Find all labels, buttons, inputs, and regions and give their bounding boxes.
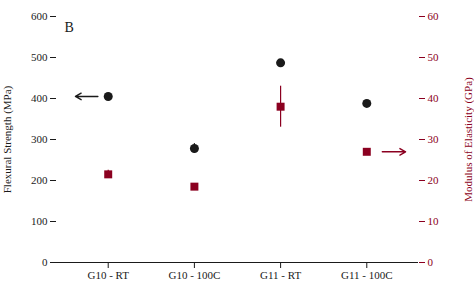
svg-text:Flexural Strength (MPa): Flexural Strength (MPa) <box>1 85 14 193</box>
svg-text:0: 0 <box>428 256 434 268</box>
svg-text:G11 - RT: G11 - RT <box>260 269 301 281</box>
svg-text:10: 10 <box>428 215 440 227</box>
svg-text:400: 400 <box>31 92 48 104</box>
svg-text:30: 30 <box>428 133 440 145</box>
svg-text:100: 100 <box>31 215 48 227</box>
svg-text:G11 - 100C: G11 - 100C <box>341 269 393 281</box>
svg-text:600: 600 <box>31 10 48 22</box>
svg-text:G10 - 100C: G10 - 100C <box>168 269 220 281</box>
svg-text:60: 60 <box>428 10 440 22</box>
svg-text:0: 0 <box>42 256 48 268</box>
svg-text:G10 - RT: G10 - RT <box>87 269 129 281</box>
svg-text:200: 200 <box>31 174 48 186</box>
svg-text:50: 50 <box>428 51 440 63</box>
svg-text:300: 300 <box>31 133 48 145</box>
svg-text:Modulus of Elasticity (GPa): Modulus of Elasticity (GPa) <box>462 77 474 202</box>
svg-text:40: 40 <box>428 92 440 104</box>
svg-text:20: 20 <box>428 174 440 186</box>
svg-text:500: 500 <box>31 51 48 63</box>
svg-text:B: B <box>65 20 74 35</box>
